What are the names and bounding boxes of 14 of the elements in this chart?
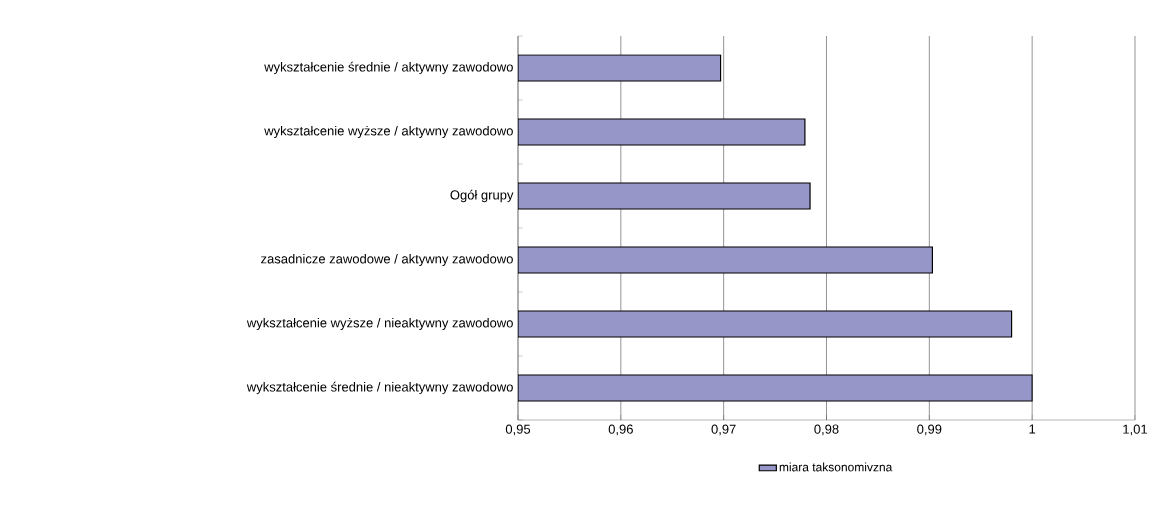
x-tick-label: 0,98 bbox=[814, 424, 839, 436]
y-tick-label: wykształcenie wyższe / nieaktywny zawodowo bbox=[246, 317, 513, 331]
y-tick-label: Ogół grupy bbox=[450, 189, 514, 203]
x-tick-label: 0,95 bbox=[505, 424, 531, 436]
x-tick-label: 1,01 bbox=[1123, 424, 1148, 436]
x-tick-label: 0,99 bbox=[917, 424, 942, 436]
y-tick-label: wykształcenie wyższe / aktywny zawodowo bbox=[264, 125, 513, 139]
x-tick-label: 0,97 bbox=[711, 424, 736, 436]
x-tick-label: 0,96 bbox=[608, 424, 633, 436]
legend-label: miara taksonomivzna bbox=[779, 462, 893, 472]
y-tick-label: wykształcenie średnie / nieaktywny zawodowo bbox=[246, 381, 513, 395]
x-tick-label: 1 bbox=[1029, 424, 1036, 434]
y-tick-label: wykształcenie średnie / aktywny zawodowo bbox=[264, 61, 513, 75]
y-tick-label: zasadnicze zawodowe / aktywny zawodowo bbox=[261, 253, 513, 267]
